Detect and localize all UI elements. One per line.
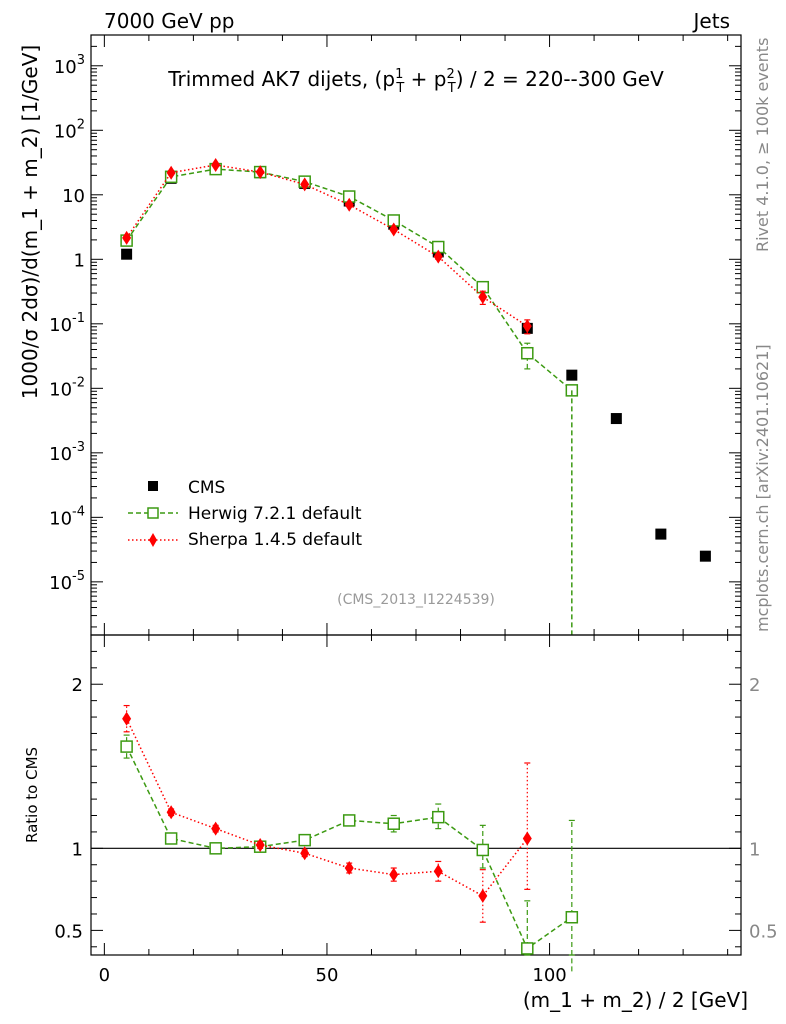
- ratio-sherpa-line: [125, 718, 528, 897]
- ratio-herwig-marker: [342, 814, 356, 827]
- ratio-herwig-marker: [164, 832, 178, 845]
- legend-herwig-marker: [147, 507, 159, 519]
- main-y-tick-label: 10-3: [49, 440, 85, 465]
- header-right-label: Jets: [692, 9, 730, 33]
- main-y-tick-label: 10: [62, 186, 85, 207]
- legend-herwig-label: Herwig 7.2.1 default: [188, 504, 362, 524]
- rivet-version-label: Rivet 4.1.0, ≥ 100k events: [753, 38, 772, 252]
- ratio-herwig-marker: [120, 740, 133, 753]
- main-y-tick-label: 10-1: [49, 311, 85, 336]
- main-sherpa-line: [125, 164, 528, 327]
- legend: CMS Herwig 7.2.1 default Sherpa 1.4.5 de…: [128, 478, 362, 550]
- ratio-herwig-marker: [432, 810, 445, 824]
- ratio-x-tick-label: 50: [316, 965, 339, 986]
- ratio-herwig-marker: [387, 817, 400, 830]
- main-cms-marker: [566, 369, 578, 381]
- ratio-y-tick-label-right: 0.5: [749, 921, 778, 942]
- main-x-axis: [103, 35, 729, 635]
- ratio-sherpa-marker: [211, 821, 221, 836]
- main-herwig-marker: [521, 346, 534, 360]
- ratio-sherpa-marker: [255, 838, 265, 853]
- legend-sherpa-label: Sherpa 1.4.5 default: [188, 530, 362, 550]
- ratio-sherpa-marker: [522, 831, 532, 846]
- main-sherpa-marker: [122, 230, 132, 245]
- ratio-plot-frame: [90, 634, 742, 956]
- main-sherpa-marker: [300, 177, 310, 192]
- ratio-x-tick-label: 100: [532, 965, 566, 986]
- ratio-sherpa-marker: [166, 805, 176, 820]
- ratio-herwig-marker: [476, 843, 490, 857]
- ratio-y-axis-label: Ratio to CMS: [23, 747, 41, 843]
- main-sherpa-marker: [433, 249, 443, 264]
- main-sherpa-marker: [166, 165, 176, 180]
- main-y-axis: 10-5 10-4 10-3 10-2 10-1 1 10 102 103: [49, 34, 741, 628]
- ratio-herwig-marker: [521, 942, 534, 955]
- ratio-x-axis: 0 50 100: [99, 635, 729, 986]
- ratio-y-tick-label: 1: [72, 839, 83, 860]
- main-cms-marker: [699, 550, 711, 562]
- main-sherpa-marker: [389, 222, 399, 237]
- mcplots-label: mcplots.cern.ch [arXiv:2401.10621]: [753, 344, 772, 632]
- x-axis-label: (m_1 + m_2) / 2 [GeV]: [523, 988, 748, 1012]
- legend-cms-marker: [148, 481, 158, 491]
- main-series-group: [120, 157, 711, 635]
- legend-cms-label: CMS: [188, 478, 225, 498]
- main-cms-marker: [610, 413, 622, 425]
- ratio-series-group: [120, 704, 579, 972]
- ratio-y-tick-label-right: 2: [749, 675, 760, 696]
- analysis-watermark: (CMS_2013_I1224539): [337, 592, 495, 608]
- ratio-herwig-marker: [209, 842, 222, 855]
- ratio-sherpa-marker: [300, 846, 310, 861]
- legend-sherpa-marker: [149, 533, 157, 547]
- main-y-tick-label: 1: [74, 250, 85, 271]
- main-y-tick-label: 10-2: [49, 375, 85, 400]
- main-cms-marker: [655, 528, 667, 540]
- main-y-tick-label: 10-4: [49, 504, 85, 529]
- ratio-x-tick-label: 0: [99, 965, 110, 986]
- ratio-y-axis: 0.5 0.5 1 1 2 2: [54, 650, 778, 948]
- main-y-tick-label: 102: [54, 117, 85, 142]
- ratio-herwig-line: [125, 746, 573, 950]
- ratio-sherpa-marker: [344, 861, 354, 876]
- main-sherpa-marker: [344, 197, 354, 212]
- main-y-tick-label: 10-5: [49, 569, 85, 594]
- ratio-herwig-marker: [298, 833, 311, 847]
- ratio-y-tick-label: 2: [72, 675, 83, 696]
- main-sherpa-marker: [478, 290, 488, 305]
- main-y-axis-label: 1000/σ 2dσ)/d(m_1 + m_2) [1/GeV]: [18, 45, 42, 399]
- ratio-sherpa-marker: [433, 864, 443, 879]
- main-y-tick-label: 103: [54, 53, 85, 78]
- ratio-y-tick-label: 0.5: [54, 921, 83, 942]
- ratio-sherpa-marker: [122, 711, 132, 726]
- main-sherpa-marker: [522, 319, 532, 334]
- ratio-herwig-marker: [565, 911, 579, 924]
- main-cms-marker: [121, 248, 133, 260]
- ratio-y-tick-label-right: 1: [749, 839, 760, 860]
- main-sherpa-marker: [255, 165, 265, 180]
- header-left-label: 7000 GeV pp: [104, 9, 235, 33]
- ratio-sherpa-marker: [478, 888, 488, 903]
- main-title: Trimmed AK7 dijets, (p1 T + p2 T) / 2 = 22…: [167, 67, 664, 96]
- ratio-sherpa-marker: [389, 867, 399, 882]
- main-sherpa-marker: [211, 157, 221, 172]
